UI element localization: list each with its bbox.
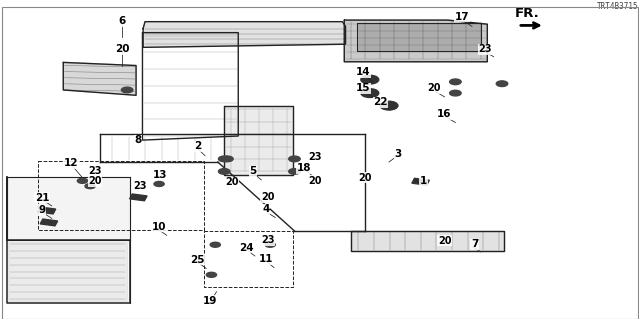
- Text: 1: 1: [420, 176, 427, 187]
- Text: 19: 19: [203, 295, 218, 306]
- Text: 20: 20: [358, 173, 371, 183]
- Polygon shape: [63, 62, 136, 95]
- Circle shape: [265, 242, 275, 247]
- Text: 23: 23: [478, 44, 492, 54]
- Text: 10: 10: [152, 222, 166, 232]
- Bar: [412, 178, 429, 185]
- Text: 15: 15: [356, 83, 371, 93]
- Circle shape: [154, 181, 164, 187]
- Text: 24: 24: [239, 243, 254, 253]
- Circle shape: [85, 184, 95, 189]
- Text: 7: 7: [471, 239, 478, 249]
- Circle shape: [218, 169, 230, 174]
- Text: 25: 25: [190, 255, 205, 265]
- Text: 23: 23: [261, 235, 275, 245]
- Text: 23: 23: [308, 152, 322, 162]
- Text: 20: 20: [427, 83, 440, 93]
- Polygon shape: [143, 22, 346, 47]
- Text: 22: 22: [373, 98, 388, 108]
- Polygon shape: [351, 231, 504, 251]
- Text: 17: 17: [454, 12, 469, 22]
- Circle shape: [210, 242, 220, 247]
- Circle shape: [361, 89, 379, 98]
- Circle shape: [289, 156, 300, 162]
- Circle shape: [206, 272, 216, 277]
- Text: 20: 20: [261, 192, 275, 202]
- Circle shape: [496, 81, 508, 86]
- Text: 20: 20: [308, 176, 322, 186]
- Circle shape: [221, 156, 233, 162]
- Text: 4: 4: [262, 204, 269, 214]
- Text: 20: 20: [225, 177, 239, 187]
- Text: TRT4B3715: TRT4B3715: [596, 2, 638, 11]
- Text: 6: 6: [118, 16, 125, 26]
- Text: 23: 23: [88, 166, 102, 176]
- Circle shape: [218, 156, 230, 162]
- Circle shape: [380, 101, 398, 110]
- Text: 8: 8: [134, 135, 141, 145]
- Polygon shape: [344, 20, 487, 62]
- Circle shape: [450, 90, 461, 96]
- Bar: [130, 194, 147, 201]
- Text: 16: 16: [437, 109, 452, 119]
- Bar: [40, 219, 58, 226]
- Text: 20: 20: [88, 176, 102, 187]
- Circle shape: [361, 75, 379, 84]
- Text: 9: 9: [38, 205, 46, 215]
- Bar: [38, 207, 56, 214]
- Text: 3: 3: [394, 149, 401, 159]
- Text: 20: 20: [115, 44, 129, 54]
- Circle shape: [122, 87, 133, 93]
- Text: 5: 5: [250, 166, 257, 176]
- Polygon shape: [357, 23, 481, 52]
- Text: 18: 18: [297, 163, 311, 173]
- Text: 13: 13: [153, 170, 168, 180]
- Text: 14: 14: [356, 68, 371, 77]
- Text: 23: 23: [133, 181, 147, 191]
- Text: 2: 2: [194, 141, 201, 151]
- Text: 12: 12: [64, 158, 78, 168]
- Polygon shape: [224, 106, 293, 174]
- Text: FR.: FR.: [515, 7, 540, 20]
- Text: 11: 11: [259, 254, 273, 264]
- Circle shape: [450, 79, 461, 84]
- Circle shape: [289, 169, 300, 174]
- Text: 21: 21: [35, 193, 49, 203]
- Polygon shape: [7, 177, 130, 240]
- Circle shape: [77, 178, 88, 183]
- Polygon shape: [8, 242, 127, 301]
- Text: 20: 20: [438, 236, 451, 246]
